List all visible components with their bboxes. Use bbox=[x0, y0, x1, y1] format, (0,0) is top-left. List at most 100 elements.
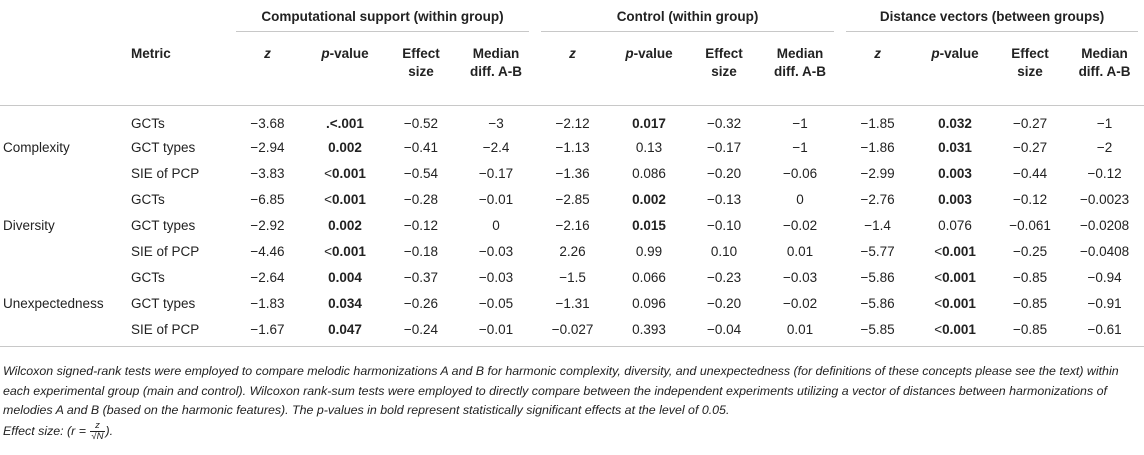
group-header-distance: Distance vectors (between groups) bbox=[840, 0, 1144, 40]
notes-paragraph: Wilcoxon signed-rank tests were employed… bbox=[3, 364, 1119, 417]
value-cell: −1.36 bbox=[555, 165, 590, 181]
z-header: z bbox=[874, 46, 881, 61]
value-cell: −6.85 bbox=[250, 191, 285, 207]
category-cell bbox=[0, 160, 125, 186]
value-cell: −0.27 bbox=[1012, 139, 1048, 155]
value-cell: −0.061 bbox=[1009, 217, 1051, 233]
value-cell: −2.92 bbox=[250, 217, 285, 233]
table-row: SIE of PCP −4.46 <0.001 −0.18 −0.03 2.26 0.99 0… bbox=[0, 238, 1144, 264]
value-cell: −3.83 bbox=[250, 165, 285, 181]
table-row: Complexity GCT types −2.94 0.002 −0.41 −2.4 −1… bbox=[0, 134, 1144, 160]
table-row: SIE of PCP −1.67 0.047 −0.24 −0.01 −0.027 0.39… bbox=[0, 316, 1144, 347]
category-cell bbox=[0, 106, 125, 135]
value-cell: −0.20 bbox=[706, 165, 742, 181]
value-cell: −0.25 bbox=[1012, 243, 1048, 259]
metric-cell: SIE of PCP bbox=[131, 243, 200, 259]
value-cell: 0.003 bbox=[938, 165, 972, 181]
table-row: GCTs −2.64 0.004 −0.37 −0.03 −1.5 0.066 −0.23 −0… bbox=[0, 264, 1144, 290]
table-row: Unexpectedness GCT types −1.83 0.034 −0.26 −0… bbox=[0, 290, 1144, 316]
category-cell: Complexity bbox=[3, 139, 70, 155]
value-cell: −0.52 bbox=[403, 115, 439, 131]
value-cell: −1 bbox=[792, 115, 808, 131]
value-cell: −0.18 bbox=[403, 243, 439, 259]
value-cell: 0.076 bbox=[938, 217, 972, 233]
value-cell: −0.027 bbox=[551, 321, 594, 337]
value-cell: −0.27 bbox=[1012, 115, 1048, 131]
results-table: Computational support (within group) Con… bbox=[0, 0, 1144, 347]
category-cell: Diversity bbox=[3, 217, 55, 233]
value-cell: −4.46 bbox=[250, 243, 285, 259]
value-cell: 0.004 bbox=[328, 269, 362, 285]
median-diff-header: Median diff. A-B bbox=[1078, 46, 1131, 79]
value-cell: 0.047 bbox=[328, 321, 362, 337]
value-cell: −1 bbox=[1096, 115, 1113, 131]
category-cell bbox=[0, 316, 125, 347]
value-cell: −0.0023 bbox=[1079, 191, 1130, 207]
value-cell: 0.393 bbox=[632, 321, 666, 337]
value-cell: <0.001 bbox=[934, 295, 976, 311]
value-cell: −2.99 bbox=[860, 165, 895, 181]
metric-cell: GCTs bbox=[131, 269, 165, 285]
value-cell: −0.94 bbox=[1087, 269, 1122, 285]
value-cell: −0.12 bbox=[1087, 165, 1122, 181]
value-cell: −0.28 bbox=[403, 191, 439, 207]
value-cell: −5.86 bbox=[860, 269, 895, 285]
p-value-header: p-value bbox=[321, 46, 369, 61]
column-header-row: Metric z p-value Effect size Median diff. … bbox=[0, 40, 1144, 106]
effect-size-header: Effect size bbox=[1011, 46, 1049, 79]
value-cell: −0.03 bbox=[782, 269, 818, 285]
value-cell: −0.61 bbox=[1087, 321, 1122, 337]
value-cell: −0.91 bbox=[1087, 295, 1122, 311]
value-cell: −0.0408 bbox=[1079, 243, 1130, 259]
category-cell bbox=[0, 238, 125, 264]
group-header-control: Control (within group) bbox=[535, 0, 840, 40]
value-cell: −0.03 bbox=[478, 243, 514, 259]
value-cell: −0.02 bbox=[782, 217, 818, 233]
value-cell: −0.37 bbox=[403, 269, 439, 285]
value-cell: −0.17 bbox=[706, 139, 742, 155]
value-cell: 0.01 bbox=[786, 243, 814, 259]
value-cell: −2.85 bbox=[555, 191, 590, 207]
value-cell: −0.23 bbox=[706, 269, 742, 285]
value-cell: 0.003 bbox=[938, 191, 972, 207]
value-cell: −5.86 bbox=[860, 295, 895, 311]
value-cell: −1.67 bbox=[250, 321, 285, 337]
median-diff-header: Median diff. A-B bbox=[470, 46, 522, 79]
value-cell: −0.32 bbox=[706, 115, 742, 131]
value-cell: −0.13 bbox=[706, 191, 742, 207]
value-cell: −0.26 bbox=[403, 295, 439, 311]
value-cell: −0.17 bbox=[478, 165, 514, 181]
value-cell: −0.03 bbox=[478, 269, 514, 285]
table-row: Diversity GCT types −2.92 0.002 −0.12 0 −2.16 0… bbox=[0, 212, 1144, 238]
value-cell: 0 bbox=[492, 217, 500, 233]
value-cell: 0.086 bbox=[632, 165, 666, 181]
value-cell: −0.85 bbox=[1012, 321, 1048, 337]
value-cell: −2.4 bbox=[482, 139, 510, 155]
value-cell: −0.44 bbox=[1012, 165, 1048, 181]
metric-cell: SIE of PCP bbox=[131, 321, 200, 337]
value-cell: −1.5 bbox=[559, 269, 586, 285]
value-cell: 0.015 bbox=[632, 217, 666, 233]
value-cell: 0.002 bbox=[328, 217, 362, 233]
p-value-header: p-value bbox=[931, 46, 979, 61]
metric-cell: GCTs bbox=[131, 191, 165, 207]
value-cell: −0.06 bbox=[782, 165, 818, 181]
value-cell: 0.034 bbox=[328, 295, 362, 311]
category-cell: Unexpectedness bbox=[3, 295, 104, 311]
value-cell: −1.86 bbox=[860, 139, 895, 155]
table-row: SIE of PCP −3.83 <0.001 −0.54 −0.17 −1.36 0.08… bbox=[0, 160, 1144, 186]
value-cell: 2.26 bbox=[559, 243, 586, 259]
value-cell: −3 bbox=[488, 115, 504, 131]
value-cell: <0.001 bbox=[934, 321, 976, 337]
value-cell: 0.096 bbox=[632, 295, 666, 311]
value-cell: −0.54 bbox=[403, 165, 439, 181]
value-cell: −2.64 bbox=[250, 269, 285, 285]
value-cell: 0.017 bbox=[632, 115, 666, 131]
value-cell: −0.0208 bbox=[1079, 217, 1130, 233]
value-cell: 0.032 bbox=[938, 115, 972, 131]
value-cell: <0.001 bbox=[324, 243, 366, 259]
value-cell: −2.94 bbox=[250, 139, 285, 155]
metric-cell: GCT types bbox=[131, 139, 196, 155]
effect-size-formula: Effect size: (r = z √N). bbox=[3, 419, 114, 442]
table-notes: Wilcoxon signed-rank tests were employed… bbox=[3, 362, 1141, 442]
